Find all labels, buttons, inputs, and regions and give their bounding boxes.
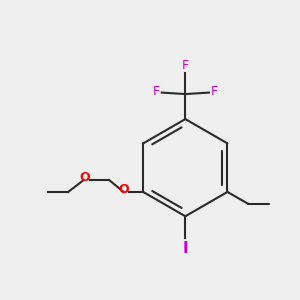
Text: I: I [182,241,188,256]
Text: F: F [210,85,218,98]
Text: F: F [153,85,160,98]
Text: O: O [118,183,128,196]
Text: F: F [182,59,189,72]
Text: O: O [79,171,90,184]
